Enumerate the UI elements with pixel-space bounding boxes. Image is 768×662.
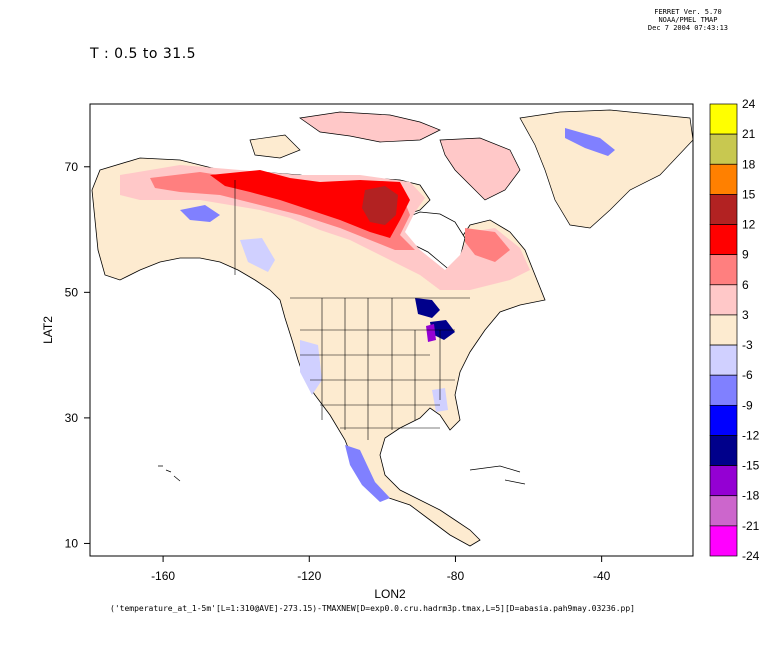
x-axis-label: LON2 (374, 587, 406, 601)
colorbar-label: 21 (742, 127, 756, 141)
lat-ticks: 70 50 30 10 (65, 160, 90, 550)
colorbar-swatch (709, 314, 738, 346)
greenland-region (519, 109, 693, 229)
colorbar-label: 6 (742, 278, 749, 292)
plot-frame (89, 103, 694, 557)
header-date: Dec 7 2004 07:43:13 (647, 24, 728, 32)
hawaii-islands (158, 465, 181, 482)
political-boundaries (234, 180, 470, 440)
y-axis-label: LAT2 (41, 316, 55, 344)
colorbar-label: 18 (742, 157, 756, 171)
colorbar-swatch (709, 465, 738, 497)
colorbar-label: 3 (742, 308, 749, 322)
time-period-label: T : 0.5 to 31.5 (90, 46, 197, 62)
warm-anomaly-strong (210, 170, 410, 238)
colorbar-swatch (709, 495, 738, 527)
lon-tick-label: -80 (447, 569, 465, 583)
lon-tick-label: -160 (151, 569, 175, 583)
colorbar-swatch (709, 194, 738, 225)
mexico-cool-coast (345, 445, 390, 502)
warm-anomaly-light (120, 165, 530, 290)
colorbar-label: 15 (742, 187, 756, 201)
cool-patch-rockies (240, 238, 322, 395)
colorbar-label: -9 (742, 398, 753, 412)
lon-ticks: -160 -120 -80 -40 (151, 556, 611, 583)
great-lakes-anomaly (415, 298, 455, 340)
colorbar-label: -15 (742, 459, 760, 473)
lon-tick-label: -40 (593, 569, 611, 583)
colorbar-swatch (709, 133, 738, 165)
colorbar-label: 9 (742, 248, 749, 262)
colorbar-label: -21 (742, 519, 760, 533)
header-version: FERRET Ver. 5.70 (654, 8, 722, 16)
arctic-islands (299, 111, 441, 143)
lat-tick-label: 30 (65, 411, 79, 425)
cool-patch-alaska (180, 205, 220, 222)
colorbar-label: -18 (742, 489, 760, 503)
colorbar-swatch (709, 435, 738, 466)
baffin-island (439, 137, 521, 201)
ferret-header: FERRET Ver. 5.70 NOAA/PMEL TMAP Dec 7 20… (648, 8, 728, 32)
colorbar-swatch (709, 344, 738, 376)
lat-tick-label: 10 (65, 536, 79, 550)
lon-tick-label: -120 (297, 569, 321, 583)
colorbar-swatch (709, 224, 738, 256)
colorbar-swatch (709, 404, 738, 436)
colorbar-swatch (709, 163, 738, 195)
header-org: NOAA/PMEL TMAP (658, 16, 718, 24)
arctic-island-west (249, 134, 301, 159)
caribbean-islands (469, 465, 526, 485)
colorbar-label: -6 (742, 368, 753, 382)
temperature-field (91, 109, 693, 547)
great-lakes-purple (426, 324, 436, 342)
warm-anomaly-peak (362, 186, 398, 225)
colorbar-label: -3 (742, 338, 753, 352)
colorbar-swatch (709, 103, 738, 135)
colorbar-label: -24 (742, 549, 760, 563)
colorbar-label: 12 (742, 218, 756, 232)
greenland-cool-band (565, 128, 615, 156)
colorbar-swatch (709, 254, 738, 286)
colorbar-swatch (709, 284, 738, 316)
colorbar-swatch (709, 374, 738, 406)
colorbar-label: 24 (742, 97, 756, 111)
colorbar-label: -12 (742, 428, 760, 442)
lat-tick-label: 50 (65, 285, 79, 299)
colorbar-swatch (709, 525, 738, 557)
footer-expression: ('temperature_at_1-5m'[L=1:310@AVE]-273.… (110, 604, 635, 613)
warm-anomaly-medium (150, 172, 510, 262)
colorbar: 24 21 18 15 12 9 6 3 -3 -6 -9 -12 -15 -18 -21 -24 (709, 97, 760, 563)
lat-tick-label: 70 (65, 160, 79, 174)
